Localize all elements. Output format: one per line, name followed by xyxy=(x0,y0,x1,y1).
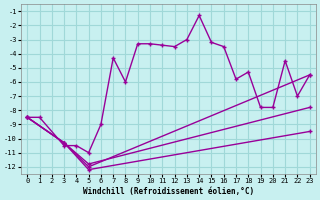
X-axis label: Windchill (Refroidissement éolien,°C): Windchill (Refroidissement éolien,°C) xyxy=(83,187,254,196)
